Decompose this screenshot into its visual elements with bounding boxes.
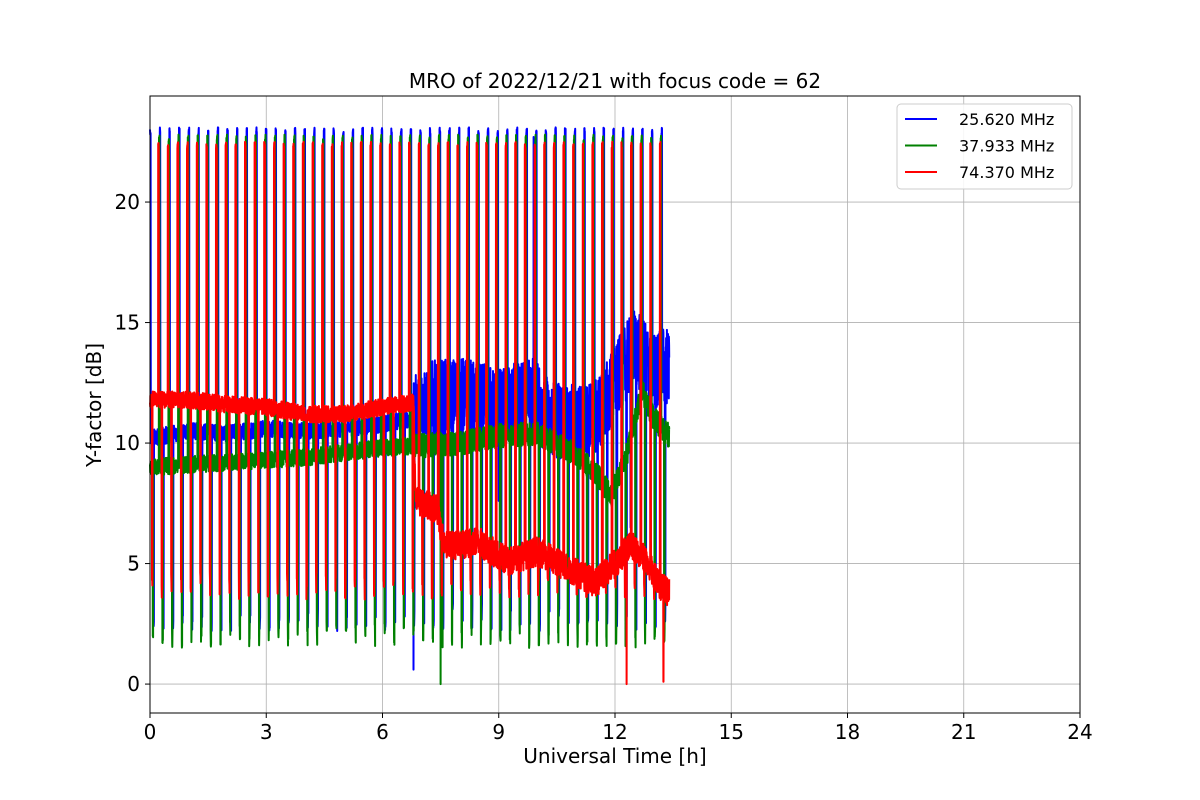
x-tick-label: 24 (1067, 720, 1092, 744)
legend-label: 74.370 MHz (959, 163, 1054, 182)
y-tick-label: 20 (115, 190, 140, 214)
series-line-2 (149, 140, 671, 686)
legend-label: 25.620 MHz (959, 110, 1054, 129)
x-tick-label: 12 (602, 720, 627, 744)
legend-box (896, 103, 1073, 190)
legend: 25.620 MHz 37.933 MHz 74.370 MHz (896, 103, 1073, 190)
ticks: 0 3 6 9 12 15 18 21 24 0 5 10 15 20 (115, 190, 1093, 744)
legend-label: 37.933 MHz (959, 137, 1054, 156)
y-tick-label: 10 (115, 431, 140, 455)
chart-title: MRO of 2022/12/21 with focus code = 62 (409, 69, 821, 93)
y-axis-label: Y-factor [dB] (82, 343, 106, 468)
x-axis-label: Universal Time [h] (523, 744, 706, 768)
x-tick-label: 3 (260, 720, 273, 744)
y-tick-label: 5 (127, 552, 140, 576)
x-tick-label: 9 (492, 720, 505, 744)
x-tick-label: 15 (719, 720, 744, 744)
y-tick-label: 15 (115, 311, 140, 335)
y-tick-label: 0 (127, 672, 140, 696)
x-tick-label: 21 (951, 720, 976, 744)
x-tick-label: 0 (144, 720, 157, 744)
series-layer (149, 126, 671, 686)
x-tick-label: 18 (835, 720, 860, 744)
x-tick-label: 6 (376, 720, 389, 744)
